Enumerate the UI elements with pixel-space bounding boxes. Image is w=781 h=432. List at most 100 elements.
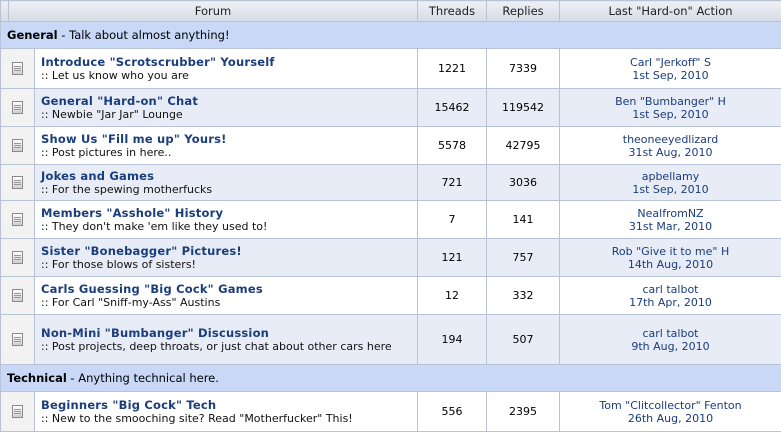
forum-status-icon: [12, 212, 23, 226]
replies-count: 507: [486, 314, 560, 365]
threads-count: 1221: [417, 48, 487, 89]
forum-description: :: Post pictures in here..: [41, 146, 172, 159]
threads-count: 721: [417, 164, 487, 201]
threads-count: 15462: [417, 88, 487, 127]
forum-description: :: Newbie "Jar Jar" Lounge: [41, 108, 183, 121]
replies-count: 2395: [486, 391, 560, 432]
last-action-date: 31st Aug, 2010: [628, 145, 713, 159]
forum-icon-cell: [0, 164, 35, 201]
forum-title-link[interactable]: Members "Asshole" History: [41, 206, 224, 220]
header-threads[interactable]: Threads: [417, 0, 487, 22]
forum-status-icon: [12, 61, 23, 75]
category-name[interactable]: Technical: [7, 371, 67, 385]
forum-title-link[interactable]: General "Hard-on" Chat: [41, 94, 199, 108]
replies-count: 332: [486, 276, 560, 315]
threads-count: 194: [417, 314, 487, 365]
header-spacer: [0, 0, 9, 22]
last-action-date: 17th Apr, 2010: [629, 295, 712, 309]
forum-status-icon: [12, 100, 23, 114]
forum-cell: Introduce "Scrotscrubber" Yourself:: Let…: [34, 48, 418, 89]
last-action-date: 1st Sep, 2010: [632, 68, 709, 82]
threads-count: 556: [417, 391, 487, 432]
forum-title-link[interactable]: Sister "Bonebagger" Pictures!: [41, 244, 242, 258]
last-action-user-link[interactable]: Ben "Bumbanger" H: [615, 94, 726, 108]
forum-status-icon: [12, 138, 23, 152]
forum-status-icon: [12, 250, 23, 264]
replies-count: 119542: [486, 88, 560, 127]
forum-icon-cell: [0, 276, 35, 315]
forum-title-link[interactable]: Jokes and Games: [41, 169, 155, 183]
forum-cell: Members "Asshole" History:: They don't m…: [34, 200, 418, 239]
category-desc: - Talk about almost anything!: [57, 28, 230, 42]
forum-cell: Beginners "Big Cock" Tech:: New to the s…: [34, 391, 418, 432]
last-action-user-link[interactable]: Tom "Clitcollector" Fenton: [599, 398, 742, 412]
last-action-date: 26th Aug, 2010: [627, 411, 714, 425]
header-forum[interactable]: Forum: [8, 0, 418, 22]
last-action-date: 9th Aug, 2010: [631, 339, 710, 353]
forum-icon-cell: [0, 238, 35, 277]
last-action-cell: carl talbot 9th Aug, 2010: [559, 314, 781, 365]
forum-status-icon: [12, 404, 23, 418]
forum-row: Sister "Bonebagger" Pictures!:: For thos…: [0, 238, 781, 277]
forum-description: :: Post projects, deep throats, or just …: [41, 340, 392, 353]
forum-title-link[interactable]: Non-Mini "Bumbanger" Discussion: [41, 326, 270, 340]
forum-title-link[interactable]: Carls Guessing "Big Cock" Games: [41, 282, 263, 296]
last-action-user-link[interactable]: carl talbot: [642, 282, 699, 296]
last-action-user-link[interactable]: Rob "Give it to me" H: [611, 244, 730, 258]
last-action-user-link[interactable]: NealfromNZ: [637, 206, 704, 220]
last-action-cell: NealfromNZ 31st Mar, 2010: [559, 200, 781, 239]
forum-description: :: New to the smooching site? Read "Moth…: [41, 412, 353, 425]
header-replies[interactable]: Replies: [486, 0, 560, 22]
forum-row: Carls Guessing "Big Cock" Games:: For Ca…: [0, 276, 781, 315]
forum-title-link[interactable]: Introduce "Scrotscrubber" Yourself: [41, 55, 275, 69]
last-action-date: 1st Sep, 2010: [632, 182, 709, 196]
forum-row: Members "Asshole" History:: They don't m…: [0, 200, 781, 239]
last-action-cell: theoneeyedlizard 31st Aug, 2010: [559, 126, 781, 165]
forum-cell: Non-Mini "Bumbanger" Discussion:: Post p…: [34, 314, 418, 365]
category-name[interactable]: General: [7, 28, 58, 42]
last-action-user-link[interactable]: theoneeyedlizard: [622, 132, 719, 146]
last-action-cell: Ben "Bumbanger" H 1st Sep, 2010: [559, 88, 781, 127]
last-action-user-link[interactable]: apbellamy: [641, 169, 700, 183]
category-cell: Technical - Anything technical here.: [0, 364, 781, 392]
forum-description: :: They don't make 'em like they used to…: [41, 220, 268, 233]
last-action-user-link[interactable]: Carl "Jerkoff" S: [630, 55, 711, 69]
forum-description: :: For the spewing motherfucks: [41, 183, 213, 196]
forum-row: Non-Mini "Bumbanger" Discussion:: Post p…: [0, 314, 781, 365]
last-action-date: 1st Sep, 2010: [632, 107, 709, 121]
last-action-date: 14th Aug, 2010: [627, 257, 714, 271]
forum-icon-cell: [0, 126, 35, 165]
forum-icon-cell: [0, 48, 35, 89]
forum-description: :: For those blows of sisters!: [41, 258, 196, 271]
category-cell: General - Talk about almost anything!: [0, 21, 781, 49]
replies-count: 7339: [486, 48, 560, 89]
category-desc: - Anything technical here.: [66, 371, 219, 385]
forum-icon-cell: [0, 314, 35, 365]
forum-row: Jokes and Games:: For the spewing mother…: [0, 164, 781, 201]
header-last-action[interactable]: Last "Hard-on" Action: [559, 0, 781, 22]
threads-count: 121: [417, 238, 487, 277]
forum-icon-cell: [0, 391, 35, 432]
last-action-cell: apbellamy 1st Sep, 2010: [559, 164, 781, 201]
replies-count: 42795: [486, 126, 560, 165]
replies-count: 757: [486, 238, 560, 277]
category-row: Technical - Anything technical here.: [0, 364, 781, 392]
forum-icon-cell: [0, 200, 35, 239]
last-action-user-link[interactable]: carl talbot: [642, 326, 699, 340]
forum-cell: Sister "Bonebagger" Pictures!:: For thos…: [34, 238, 418, 277]
forum-description: :: Let us know who you are: [41, 69, 189, 82]
forum-title-link[interactable]: Show Us "Fill me up" Yours!: [41, 132, 227, 146]
last-action-cell: carl talbot 17th Apr, 2010: [559, 276, 781, 315]
forum-status-icon: [12, 175, 23, 189]
last-action-cell: Tom "Clitcollector" Fenton 26th Aug, 2010: [559, 391, 781, 432]
forum-title-link[interactable]: Beginners "Big Cock" Tech: [41, 398, 217, 412]
forum-cell: Jokes and Games:: For the spewing mother…: [34, 164, 418, 201]
threads-count: 12: [417, 276, 487, 315]
threads-count: 5578: [417, 126, 487, 165]
forum-row: General "Hard-on" Chat:: Newbie "Jar Jar…: [0, 88, 781, 127]
last-action-cell: Rob "Give it to me" H 14th Aug, 2010: [559, 238, 781, 277]
forum-cell: Carls Guessing "Big Cock" Games:: For Ca…: [34, 276, 418, 315]
forum-cell: Show Us "Fill me up" Yours!:: Post pictu…: [34, 126, 418, 165]
last-action-cell: Carl "Jerkoff" S 1st Sep, 2010: [559, 48, 781, 89]
